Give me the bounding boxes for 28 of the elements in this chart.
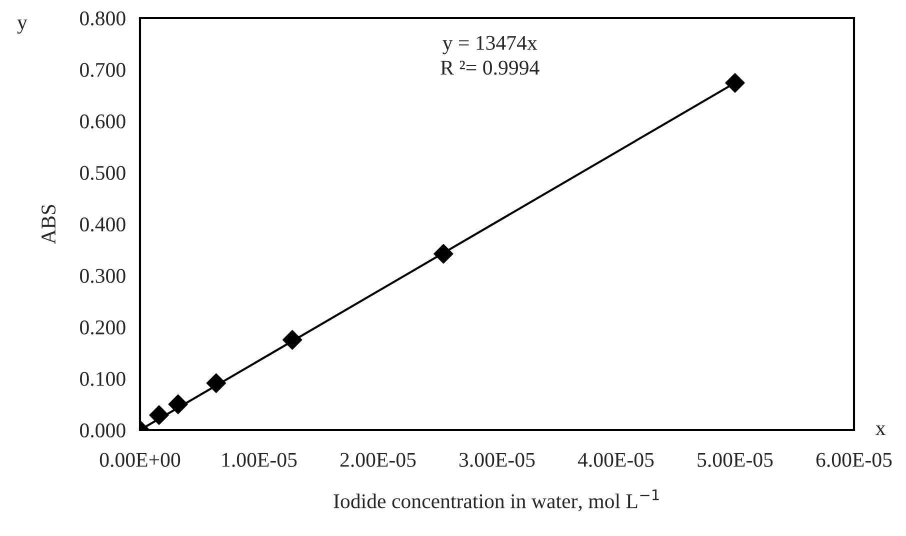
x-tick-label: 4.00E-05: [578, 452, 654, 467]
point: [725, 73, 745, 93]
y-tick-label: 0.300: [80, 268, 126, 284]
x-tick-label: 0.00E+00: [100, 452, 180, 467]
point: [168, 394, 188, 414]
y-tick-label: 0.100: [80, 372, 126, 386]
x-tick-label: 3.00E-05: [460, 452, 535, 467]
y-tick-label: 0.500: [80, 166, 126, 180]
y-axis-title: ABS: [42, 205, 56, 244]
x-tick-label: 1.00E-05: [222, 452, 297, 467]
y-tick-label: 0.000: [80, 423, 126, 438]
y-tick-label: 0.700: [80, 62, 126, 78]
point: [206, 373, 226, 393]
y-tick-label: 0.400: [80, 217, 126, 232]
text: x: [876, 425, 886, 436]
point: [282, 330, 302, 350]
point: [149, 405, 169, 425]
x-tick-label: 5.00E-05: [698, 452, 773, 467]
y-tick-label: 0.600: [80, 114, 126, 129]
y-tick-label: 0.200: [80, 320, 126, 335]
x-tick-label: 2.00E-05: [340, 452, 416, 467]
annotation: R ²= 0.9994: [440, 60, 540, 75]
y-tick-label: 0.800: [80, 11, 126, 26]
text: y: [17, 20, 28, 34]
x-tick-label: 6.00E-05: [816, 452, 892, 467]
annotation: y = 13474x: [442, 36, 538, 54]
x-axis-title: Iodide concentration in water, mol L$^{−1}$: [334, 489, 659, 512]
point: [434, 244, 454, 264]
